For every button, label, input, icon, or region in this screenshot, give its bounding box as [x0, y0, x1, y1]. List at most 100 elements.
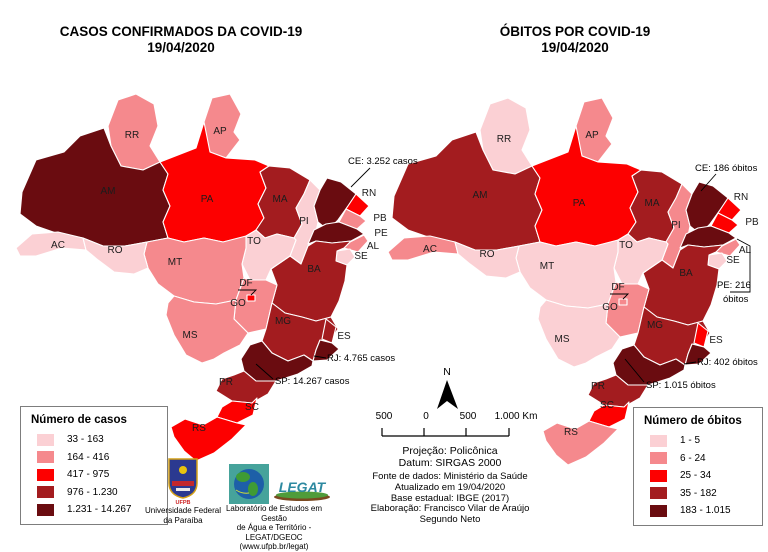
- legend-swatch-deaths-4: [650, 487, 667, 500]
- elaboration-text-2: Segundo Neto: [419, 514, 481, 526]
- state-label-rr-cases: RR: [125, 130, 139, 141]
- state-label-ma-deaths: MA: [645, 198, 660, 209]
- scale-label-4: 1.000 Km: [494, 411, 538, 422]
- state-label-ac-deaths: AC: [423, 244, 437, 255]
- legend-row-deaths-1: 1 - 5: [641, 432, 753, 450]
- deaths-title-line1: ÓBITOS POR COVID-19: [499, 24, 651, 39]
- state-label-rn-cases: RN: [362, 188, 376, 199]
- state-label-ro-cases: RO: [108, 245, 123, 256]
- ufpb-caption-line2: da Paraíba: [163, 515, 203, 525]
- state-label-pb-deaths: PB: [745, 217, 759, 228]
- legat-caption-line2: de Água e Território -: [236, 523, 312, 532]
- state-rs-cases: [170, 416, 247, 462]
- state-label-am-cases: AM: [101, 186, 116, 197]
- updated-text: Atualizado em 19/04/2020: [394, 481, 506, 493]
- state-label-se-cases: SE: [354, 251, 368, 262]
- state-label-rs-deaths: RS: [564, 427, 578, 438]
- deaths-legend-title: Número de óbitos: [644, 415, 742, 427]
- state-label-go-deaths: GO: [602, 302, 618, 313]
- state-label-es-cases: ES: [337, 331, 351, 342]
- annotation-deaths-ce: CE: 186 óbitos: [695, 163, 758, 174]
- legat-caption-line1: Laboratório de Estudos em Gestão: [225, 504, 323, 523]
- state-ms-deaths: [537, 299, 621, 368]
- state-label-rs-cases: RS: [192, 423, 206, 434]
- annotation-deaths-pe-2: óbitos: [723, 294, 749, 305]
- state-label-pr-deaths: PR: [591, 381, 605, 392]
- legat-wordmark-logo: LEGAT: [274, 479, 330, 501]
- state-label-df-cases: DF: [239, 278, 252, 289]
- legend-swatch-cases-2: [37, 451, 54, 464]
- legend-row-cases-2: 164 - 416: [28, 449, 158, 467]
- scale-label-3: 500: [459, 411, 477, 422]
- state-label-ms-deaths: MS: [555, 334, 570, 345]
- state-ro-cases: [82, 237, 149, 275]
- legend-label-deaths-3: 25 - 34: [680, 470, 712, 482]
- state-label-se-deaths: SE: [726, 255, 740, 266]
- df-leader-line-deaths: [610, 293, 630, 300]
- state-ms-cases: [165, 295, 249, 364]
- state-label-mg-cases: MG: [275, 316, 291, 327]
- state-label-ro-deaths: RO: [480, 249, 495, 260]
- projection-text: Projeção: Policônica: [402, 445, 498, 457]
- state-label-al-deaths: AL: [739, 245, 752, 256]
- cases-map-title: CASOS CONFIRMADOS DA COVID-19 19/04/2020: [28, 24, 334, 56]
- annotation-cases-ce: CE: 3.252 casos: [348, 156, 418, 167]
- cases-legend-title: Número de casos: [31, 414, 127, 426]
- ufpb-caption-line1: Universidade Federal: [144, 506, 222, 515]
- state-label-ac-cases: AC: [51, 240, 65, 251]
- legend-row-deaths-5: 183 - 1.015: [641, 502, 753, 520]
- deaths-map-title: ÓBITOS POR COVID-19 19/04/2020: [424, 24, 726, 56]
- state-label-rn-deaths: RN: [734, 192, 748, 203]
- state-label-ma-cases: MA: [273, 194, 288, 205]
- state-label-mt-cases: MT: [168, 257, 182, 268]
- annotation-cases-rj: RJ: 4.765 casos: [327, 353, 396, 364]
- legend-swatch-deaths-1: [650, 434, 667, 447]
- legend-row-cases-5: 1.231 - 14.267: [28, 501, 158, 519]
- legend-swatch-deaths-3: [650, 469, 667, 482]
- cases-legend: Número de casos 33 - 163 164 - 416 417 - 9…: [20, 406, 168, 525]
- state-label-ap-deaths: AP: [585, 130, 599, 141]
- legend-row-deaths-2: 6 - 24: [641, 450, 753, 468]
- legend-label-deaths-2: 6 - 24: [680, 452, 706, 464]
- state-mt-deaths: [515, 239, 619, 309]
- scale-label-1: 500: [375, 411, 393, 422]
- state-label-to-deaths: TO: [619, 240, 633, 251]
- data-source-text: Fonte de dados: Ministério da Saúde: [372, 471, 528, 482]
- state-label-mt-deaths: MT: [540, 261, 554, 272]
- state-label-am-deaths: AM: [473, 190, 488, 201]
- legat-caption-line3: LEGAT/DGEOC (www.ufpb.br/legat): [239, 532, 309, 552]
- state-label-pi-cases: PI: [299, 216, 308, 227]
- deaths-legend-rows: 1 - 5 6 - 24 25 - 34 35 - 182 183 - 1.015: [641, 432, 753, 520]
- ufpb-logo: UFPB: [168, 458, 198, 505]
- legat-logo-text: LEGAT: [279, 479, 327, 495]
- state-label-pr-cases: PR: [219, 377, 233, 388]
- elaboration-text: Elaboração: Francisco Vilar de Araújo: [370, 503, 530, 515]
- cases-title-line1: CASOS CONFIRMADOS DA COVID-19: [59, 24, 303, 39]
- state-label-pa-deaths: PA: [573, 198, 586, 209]
- df-leader-line-cases: [238, 289, 258, 296]
- credits-block: Projeção: Policônica Datum: SIRGAS 2000 …: [320, 445, 580, 526]
- state-df-cases: [246, 294, 256, 302]
- legend-swatch-cases-3: [37, 468, 54, 481]
- state-ce-cases: [313, 177, 357, 231]
- legend-row-cases-3: 417 - 975: [28, 466, 158, 484]
- legend-row-deaths-4: 35 - 182: [641, 485, 753, 503]
- cases-title-date: 19/04/2020: [147, 40, 215, 55]
- annotation-deaths-pe: PE: 216: [717, 280, 751, 291]
- legend-label-deaths-1: 1 - 5: [680, 435, 701, 447]
- state-label-mg-deaths: MG: [647, 320, 663, 331]
- annotation-deaths-sp: SP: 1.015 óbitos: [646, 380, 716, 391]
- state-label-al-cases: AL: [367, 241, 380, 252]
- legat-globe-logo: [229, 464, 269, 504]
- state-rs-deaths: [542, 420, 619, 466]
- state-ro-deaths: [454, 241, 521, 279]
- state-es-cases: [321, 318, 337, 344]
- state-label-rr-deaths: RR: [497, 134, 511, 145]
- legend-label-cases-2: 164 - 416: [67, 451, 110, 463]
- base-map-text: Base estadual: IBGE (2017): [390, 492, 510, 504]
- state-label-pe-cases: PE: [374, 228, 388, 239]
- state-mt-cases: [143, 235, 247, 305]
- legend-label-cases-1: 33 - 163: [67, 434, 104, 446]
